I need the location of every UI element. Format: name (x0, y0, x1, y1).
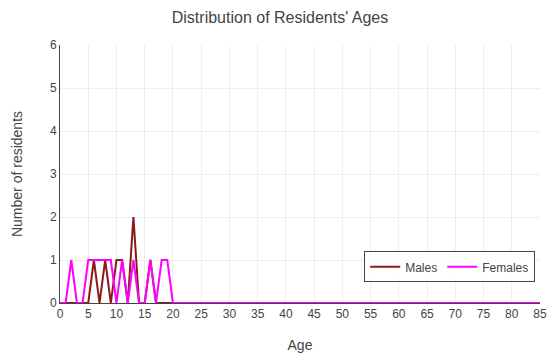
svg-text:6: 6 (50, 38, 57, 52)
svg-text:85: 85 (533, 307, 547, 321)
svg-text:1: 1 (50, 253, 57, 267)
svg-text:70: 70 (449, 307, 463, 321)
svg-text:0: 0 (50, 296, 57, 310)
svg-text:4: 4 (50, 124, 57, 138)
svg-text:45: 45 (307, 307, 321, 321)
svg-text:5: 5 (85, 307, 92, 321)
svg-text:Distribution of Residents' Age: Distribution of Residents' Ages (172, 9, 389, 26)
svg-text:0: 0 (57, 307, 64, 321)
svg-text:Age: Age (288, 337, 313, 353)
svg-text:30: 30 (223, 307, 237, 321)
svg-text:Number of residents: Number of residents (9, 111, 25, 237)
svg-text:80: 80 (505, 307, 519, 321)
svg-text:75: 75 (477, 307, 491, 321)
svg-text:10: 10 (110, 307, 124, 321)
svg-text:2: 2 (50, 210, 57, 224)
svg-text:35: 35 (251, 307, 265, 321)
svg-text:65: 65 (420, 307, 434, 321)
svg-text:20: 20 (166, 307, 180, 321)
svg-text:25: 25 (195, 307, 209, 321)
svg-text:55: 55 (364, 307, 378, 321)
svg-text:3: 3 (50, 167, 57, 181)
svg-text:5: 5 (50, 81, 57, 95)
svg-text:60: 60 (392, 307, 406, 321)
svg-text:Females: Females (482, 261, 528, 275)
svg-text:50: 50 (336, 307, 350, 321)
svg-text:Males: Males (405, 261, 437, 275)
svg-text:40: 40 (279, 307, 293, 321)
svg-text:15: 15 (138, 307, 152, 321)
